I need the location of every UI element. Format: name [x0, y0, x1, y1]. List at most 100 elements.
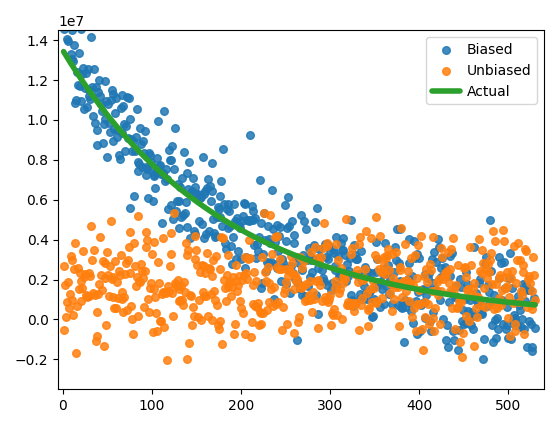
Biased — [484, 282, 492, 288]
Unbiased — [338, 273, 347, 280]
Unbiased — [442, 273, 451, 279]
Biased — [519, 287, 528, 294]
Unbiased — [113, 294, 122, 301]
Biased — [252, 254, 260, 261]
Unbiased — [428, 234, 437, 241]
Unbiased — [185, 340, 194, 347]
Biased — [254, 234, 263, 241]
Unbiased — [211, 297, 220, 303]
Unbiased — [419, 273, 428, 279]
Unbiased — [513, 257, 522, 264]
Biased — [154, 117, 163, 124]
Unbiased — [330, 285, 339, 291]
Biased — [199, 191, 208, 198]
Unbiased — [457, 298, 466, 305]
Biased — [247, 202, 256, 209]
Unbiased — [221, 297, 230, 304]
Unbiased — [454, 303, 463, 310]
Unbiased — [108, 274, 117, 281]
Biased — [117, 91, 126, 98]
Unbiased — [300, 257, 309, 264]
Unbiased — [198, 289, 207, 296]
Biased — [84, 92, 93, 99]
Unbiased — [521, 245, 530, 252]
Biased — [195, 217, 203, 224]
Biased — [443, 344, 452, 351]
Biased — [523, 344, 532, 351]
Biased — [116, 104, 125, 111]
Unbiased — [117, 295, 126, 302]
Biased — [144, 194, 153, 201]
Biased — [273, 265, 282, 272]
Biased — [209, 216, 218, 223]
Biased — [388, 301, 397, 308]
Unbiased — [269, 284, 278, 291]
Biased — [489, 339, 498, 346]
Biased — [319, 275, 328, 282]
Unbiased — [515, 256, 524, 263]
Biased — [226, 243, 235, 250]
Unbiased — [152, 309, 161, 316]
Unbiased — [420, 299, 429, 306]
Biased — [196, 194, 205, 201]
Biased — [154, 162, 163, 169]
Unbiased — [184, 247, 193, 254]
Unbiased — [506, 275, 515, 282]
Unbiased — [432, 286, 440, 293]
Biased — [118, 130, 127, 137]
Unbiased — [382, 255, 391, 262]
Unbiased — [218, 340, 227, 347]
Unbiased — [465, 318, 473, 325]
Biased — [262, 258, 271, 265]
Biased — [248, 208, 257, 215]
Biased — [173, 181, 182, 187]
Biased — [134, 167, 143, 174]
Unbiased — [348, 244, 357, 251]
Unbiased — [394, 283, 402, 290]
Unbiased — [192, 247, 201, 253]
Unbiased — [109, 294, 118, 300]
Biased — [400, 339, 409, 345]
Biased — [378, 270, 387, 277]
Biased — [480, 336, 489, 342]
Unbiased — [318, 298, 326, 305]
Unbiased — [459, 264, 468, 271]
Biased — [79, 65, 88, 72]
Biased — [139, 138, 148, 145]
Actual — [265, 241, 272, 247]
Biased — [122, 93, 131, 100]
Biased — [442, 321, 451, 328]
Biased — [317, 277, 326, 284]
Unbiased — [73, 264, 82, 271]
Unbiased — [292, 277, 301, 284]
Unbiased — [228, 284, 236, 291]
Biased — [473, 301, 482, 308]
Biased — [239, 200, 248, 207]
Unbiased — [238, 277, 247, 284]
Biased — [86, 96, 95, 103]
Unbiased — [224, 252, 233, 259]
Unbiased — [69, 312, 78, 319]
Unbiased — [254, 322, 263, 329]
Unbiased — [476, 302, 485, 309]
Unbiased — [362, 289, 371, 296]
Unbiased — [386, 280, 395, 287]
Biased — [510, 315, 519, 322]
Biased — [231, 256, 240, 262]
Unbiased — [484, 268, 493, 275]
Biased — [97, 107, 106, 114]
Biased — [460, 295, 469, 302]
Unbiased — [304, 296, 312, 303]
Unbiased — [416, 232, 425, 239]
Actual — [532, 302, 538, 307]
Biased — [167, 202, 176, 208]
Unbiased — [505, 293, 514, 300]
Unbiased — [334, 290, 343, 297]
Unbiased — [524, 273, 533, 279]
Biased — [363, 269, 372, 276]
Unbiased — [268, 251, 277, 258]
Unbiased — [416, 300, 425, 307]
Unbiased — [284, 273, 293, 279]
Unbiased — [325, 291, 334, 298]
Unbiased — [127, 303, 136, 309]
